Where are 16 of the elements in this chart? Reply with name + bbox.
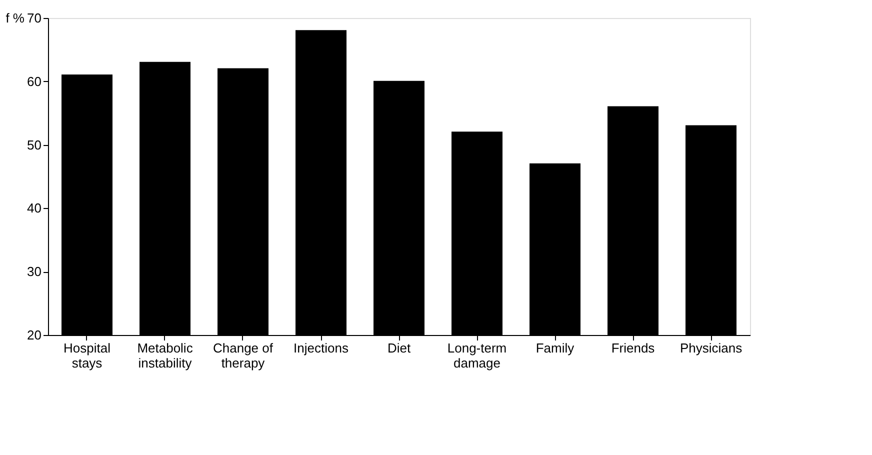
y-tick-label: 50 bbox=[27, 137, 42, 152]
x-tick-label: Friends bbox=[611, 340, 656, 356]
x-tick-label: Diet bbox=[387, 340, 411, 356]
y-tick-label: 70 bbox=[27, 10, 42, 26]
y-tick-label: 30 bbox=[27, 264, 42, 280]
x-tick-label: Injections bbox=[294, 340, 349, 356]
x-tick-label: Physicians bbox=[680, 340, 743, 356]
x-tick-label: Hospital stays bbox=[64, 340, 111, 370]
x-tick-label: Family bbox=[536, 340, 575, 356]
y-tick-label: 40 bbox=[27, 200, 42, 216]
y-tick-label: 60 bbox=[27, 74, 42, 89]
y-tick-label: 20 bbox=[27, 328, 42, 342]
x-tick-label: Change of therapy bbox=[213, 340, 274, 370]
x-tick-label: Metabolic instability bbox=[137, 340, 194, 370]
y-axis-title: f % bbox=[6, 10, 25, 26]
x-tick-label: Long-term damage bbox=[447, 340, 507, 370]
